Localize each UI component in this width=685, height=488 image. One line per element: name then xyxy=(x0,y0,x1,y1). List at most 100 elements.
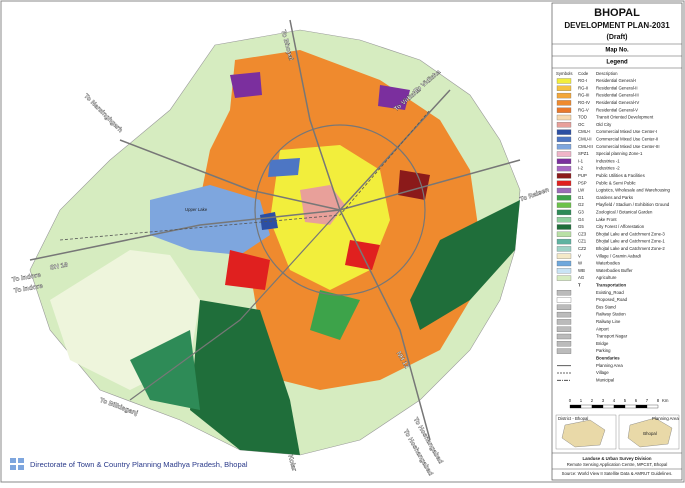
legend-description: Industries -1 xyxy=(596,158,620,163)
legend-code: CZ1 xyxy=(578,239,587,244)
highway xyxy=(129,209,341,401)
column-header: Code xyxy=(578,71,589,76)
legend-code: AG xyxy=(578,275,585,280)
legend-swatch xyxy=(556,100,572,106)
legend-code: RG-V xyxy=(578,107,589,112)
legend-code: SPZ1 xyxy=(578,151,589,156)
legend-code: PUP xyxy=(578,173,587,178)
legend-description: Residential General-II xyxy=(596,85,638,90)
railway xyxy=(59,109,431,241)
legend-swatch xyxy=(556,122,572,128)
legend-swatch xyxy=(556,253,572,259)
logo xyxy=(18,465,24,470)
transport-item: Proposed_Road xyxy=(596,297,628,302)
legend-code: G4 xyxy=(578,217,584,222)
legend-rows: RG-I Residential General-I RG-II Residentia… xyxy=(552,78,682,476)
legend-code: I-2 xyxy=(578,166,584,171)
highway xyxy=(29,159,521,261)
industry xyxy=(378,85,410,110)
transport-item: Airport xyxy=(596,326,609,331)
legend-description: Commercial Mixed Use Center-II xyxy=(596,137,658,142)
transport-item: Existing_Road xyxy=(596,290,624,295)
utility xyxy=(398,170,430,200)
legend-code: RG-III xyxy=(578,93,589,98)
legend-swatch xyxy=(556,165,572,172)
section-title: Boundaries xyxy=(596,356,620,361)
legend-code: RG-II xyxy=(578,85,588,90)
footer-block: Directorate of Town & Country Planning M… xyxy=(10,458,248,470)
forest-west xyxy=(130,330,200,410)
scale-segment xyxy=(624,404,637,409)
legend-description: Special planning Zone-1 xyxy=(596,151,643,156)
legend-swatch xyxy=(556,195,572,201)
legend-code: CMU-III xyxy=(578,144,593,149)
road-label: SH 18 xyxy=(49,262,68,272)
scale-label: 8 xyxy=(657,398,660,403)
legend-code: LW xyxy=(578,188,585,193)
section-title: Transportation xyxy=(596,283,626,288)
scale-label: 3 xyxy=(602,398,605,403)
legend-swatch xyxy=(556,209,572,216)
scale-label: 7 xyxy=(646,398,649,403)
legend-swatch xyxy=(556,85,572,91)
legend-code: PSP xyxy=(578,180,587,185)
legend-description: Old City xyxy=(596,122,612,127)
garden xyxy=(310,290,360,340)
highway xyxy=(119,89,451,211)
legend-description: Public Utilities & Facilities xyxy=(596,173,645,178)
legend-code: G1 xyxy=(578,195,584,200)
legend-swatch xyxy=(556,151,572,157)
legend-swatch xyxy=(556,107,572,113)
scale-segment xyxy=(613,404,626,409)
legend-code: RG-IV xyxy=(578,100,590,105)
credit: Source: World View II Satellite Data & A… xyxy=(562,471,673,476)
scale-label: 5 xyxy=(624,398,627,403)
transport-symbol xyxy=(556,333,572,340)
legend-swatch xyxy=(556,217,572,223)
commercial xyxy=(268,158,300,177)
panel-border xyxy=(551,2,683,481)
scale-segment xyxy=(591,404,604,409)
legend-swatch xyxy=(556,144,572,150)
legend-description: Commercial Mixed Use Center-I xyxy=(596,129,657,134)
transport-item: Railway Line xyxy=(596,319,621,324)
legend-description: Industries -2 xyxy=(596,166,620,171)
road-label: Kolar xyxy=(286,454,297,472)
legend-code: CZ3 xyxy=(578,231,587,236)
legend-swatch xyxy=(556,238,572,245)
transport-item: Transport Nagar xyxy=(596,334,628,339)
forest-band xyxy=(410,200,520,330)
legend-swatch xyxy=(556,231,572,237)
scale-segment xyxy=(580,404,593,409)
transport-symbol xyxy=(556,348,572,354)
legend-description: Gardens and Parks xyxy=(596,195,633,200)
legend-code: V xyxy=(578,253,581,258)
legend-code: TOD xyxy=(578,115,587,120)
inset-label: District - Bhopal xyxy=(558,416,588,421)
legend-description: Residential General-IV xyxy=(596,100,639,105)
inset-shape xyxy=(627,417,673,448)
inset-label: Planning Area xyxy=(652,416,679,421)
legend-code: G2 xyxy=(578,202,584,207)
scale-label: 4 xyxy=(613,398,616,403)
legend-code: WB xyxy=(578,268,585,273)
legend-code: I-1 xyxy=(578,158,584,163)
industry xyxy=(230,72,262,98)
logo xyxy=(10,465,16,470)
legend-description: Bhojtal Lake and Catchment Zone-2 xyxy=(596,246,665,251)
scale-segment xyxy=(635,404,648,409)
title: BHOPAL xyxy=(594,7,640,19)
legend-swatch xyxy=(556,268,572,274)
legend-code: G5 xyxy=(578,224,584,229)
legend-description: Bhojtal Lake and Catchment Zone-3 xyxy=(596,231,665,236)
transport-symbol xyxy=(556,326,572,332)
scale-segment xyxy=(646,404,659,409)
legend-swatch xyxy=(556,202,572,208)
logo xyxy=(10,458,16,463)
legend-swatch xyxy=(556,173,572,179)
transport-item: Railway Station xyxy=(596,312,626,317)
scale-label: 2 xyxy=(591,398,594,403)
scale-label: 1 xyxy=(580,398,583,403)
road-label: Upper Lake xyxy=(185,207,208,212)
